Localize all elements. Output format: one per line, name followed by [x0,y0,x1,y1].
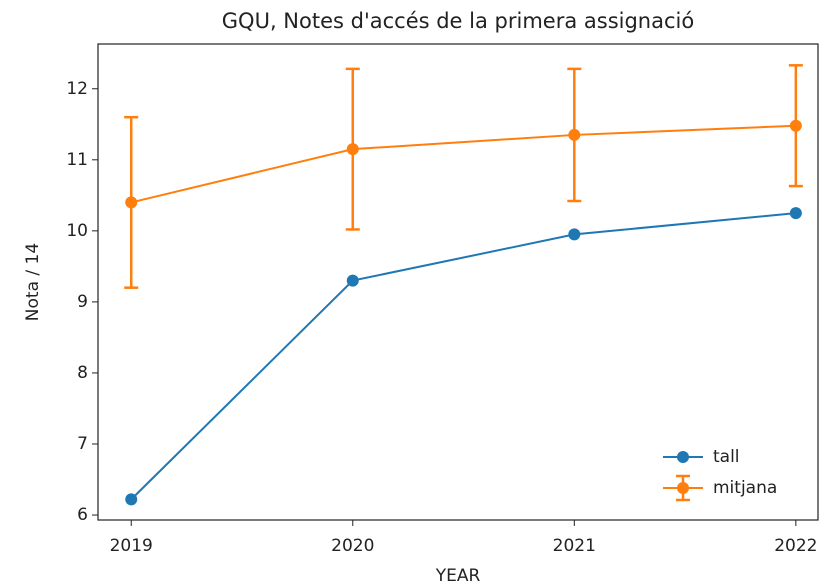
point [789,207,802,220]
x-tick-label: 2020 [331,536,374,556]
legend-label: mitjana [713,478,777,498]
y-tick-label: 7 [77,434,88,454]
plot-frame [97,43,819,521]
series-line [130,124,796,204]
x-tick-label: 2021 [553,536,596,556]
point [125,196,138,209]
x-tick-label: 2022 [774,536,817,556]
y-tick-label: 6 [77,505,88,525]
y-tick-label: 10 [66,221,88,241]
y-tick-label: 11 [66,150,88,170]
y-tick-label: 9 [77,292,88,312]
y-tick-label: 8 [77,363,88,383]
point [125,493,138,506]
y-axis-label: Nota / 14 [23,243,43,321]
point [568,228,581,241]
y-tick-label: 12 [66,79,88,99]
chart-title: GQU, Notes d'accés de la primera assigna… [222,9,694,33]
legend-marker [677,482,689,494]
x-axis-label: YEAR [435,566,481,586]
legend-label: tall [713,447,740,467]
series-line [130,212,796,501]
legend-marker [677,451,689,463]
point [789,119,802,132]
x-tick-label: 2019 [110,536,153,556]
point [346,274,359,287]
point [346,143,359,156]
point [568,128,581,141]
